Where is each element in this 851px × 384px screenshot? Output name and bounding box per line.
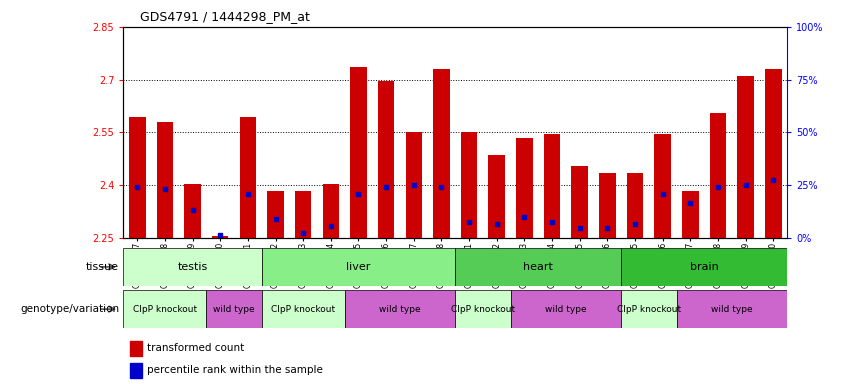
Bar	[345, 290, 455, 328]
Text: ClpP knockout: ClpP knockout	[617, 305, 681, 314]
Bar	[654, 134, 671, 238]
Text: tissue: tissue	[86, 262, 119, 272]
Bar	[130, 341, 142, 356]
Bar	[206, 290, 262, 328]
Text: GDS4791 / 1444298_PM_at: GDS4791 / 1444298_PM_at	[140, 10, 311, 23]
Bar	[455, 290, 511, 328]
Bar	[123, 248, 262, 286]
Text: ClpP knockout: ClpP knockout	[133, 305, 197, 314]
Bar	[351, 67, 367, 238]
Text: brain: brain	[690, 262, 718, 272]
Bar	[683, 190, 699, 238]
Text: heart: heart	[523, 262, 553, 272]
Bar	[737, 76, 754, 238]
Text: percentile rank within the sample: percentile rank within the sample	[146, 365, 323, 375]
Bar	[157, 122, 174, 238]
Text: genotype/variation: genotype/variation	[20, 304, 119, 314]
Bar	[433, 69, 449, 238]
Bar	[544, 134, 560, 238]
Text: wild type: wild type	[214, 305, 254, 314]
Bar	[267, 190, 283, 238]
Bar	[240, 117, 256, 238]
Bar	[677, 290, 787, 328]
Bar	[626, 173, 643, 238]
Text: wild type: wild type	[380, 305, 420, 314]
Bar	[710, 113, 727, 238]
Bar	[455, 248, 621, 286]
Bar	[262, 248, 455, 286]
Bar	[130, 362, 142, 377]
Text: ClpP knockout: ClpP knockout	[271, 305, 335, 314]
Text: transformed count: transformed count	[146, 343, 244, 353]
Text: wild type: wild type	[545, 305, 586, 314]
Bar	[765, 69, 781, 238]
Text: liver: liver	[346, 262, 371, 272]
Bar	[323, 184, 339, 238]
Bar	[516, 138, 533, 238]
Text: testis: testis	[177, 262, 208, 272]
Bar	[378, 81, 394, 238]
Bar	[129, 117, 146, 238]
Bar	[123, 290, 206, 328]
Bar	[572, 166, 588, 238]
Bar	[295, 190, 311, 238]
Text: ClpP knockout: ClpP knockout	[451, 305, 515, 314]
Bar	[184, 184, 201, 238]
Bar	[621, 290, 677, 328]
Bar	[488, 156, 505, 238]
Bar	[621, 248, 787, 286]
Bar	[599, 173, 616, 238]
Bar	[461, 132, 477, 238]
Bar	[406, 132, 422, 238]
Bar	[262, 290, 345, 328]
Bar	[511, 290, 621, 328]
Text: wild type: wild type	[711, 305, 752, 314]
Bar	[212, 236, 228, 238]
